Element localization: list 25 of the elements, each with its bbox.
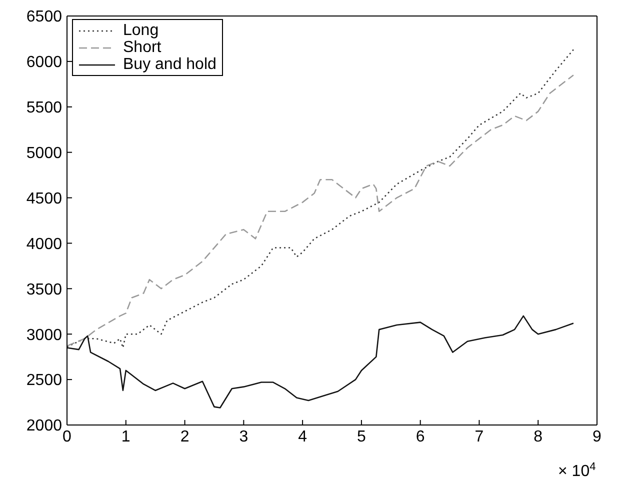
text: × 10$^{4}$ <box>558 461 596 480</box>
y-tick-label: 6000 <box>26 54 62 72</box>
x-tick-label: 3 <box>239 428 248 446</box>
y-tick-label: 3500 <box>26 281 62 298</box>
y-tick-label: 5000 <box>26 145 62 162</box>
y-tick-label: 2500 <box>26 372 62 390</box>
x-tick-label: 9 <box>592 428 602 446</box>
line-series <box>67 315 574 408</box>
legend-label: Buy and hold <box>123 56 216 73</box>
x-tick-label: 8 <box>534 428 543 446</box>
x-tick-label: 2 <box>180 428 190 446</box>
y-tick-label: 4500 <box>26 190 62 208</box>
y-tick-label: 3000 <box>26 326 62 344</box>
x-tick-label: 4 <box>298 428 308 446</box>
x-tick-label: 5 <box>356 428 366 446</box>
y-tick-label: 2000 <box>26 418 62 435</box>
x-tick-label: 7 <box>474 428 484 446</box>
y-tick-label: 4000 <box>26 236 62 253</box>
y-tick-label: 5500 <box>26 100 62 117</box>
x-tick-label: 0 <box>62 428 72 446</box>
legend-label: Short <box>123 39 162 56</box>
legend-label: Long <box>123 22 159 39</box>
x-tick-label: 1 <box>121 428 130 446</box>
y-tick-label: 6500 <box>26 8 62 26</box>
x-tick-label: 6 <box>416 428 425 446</box>
